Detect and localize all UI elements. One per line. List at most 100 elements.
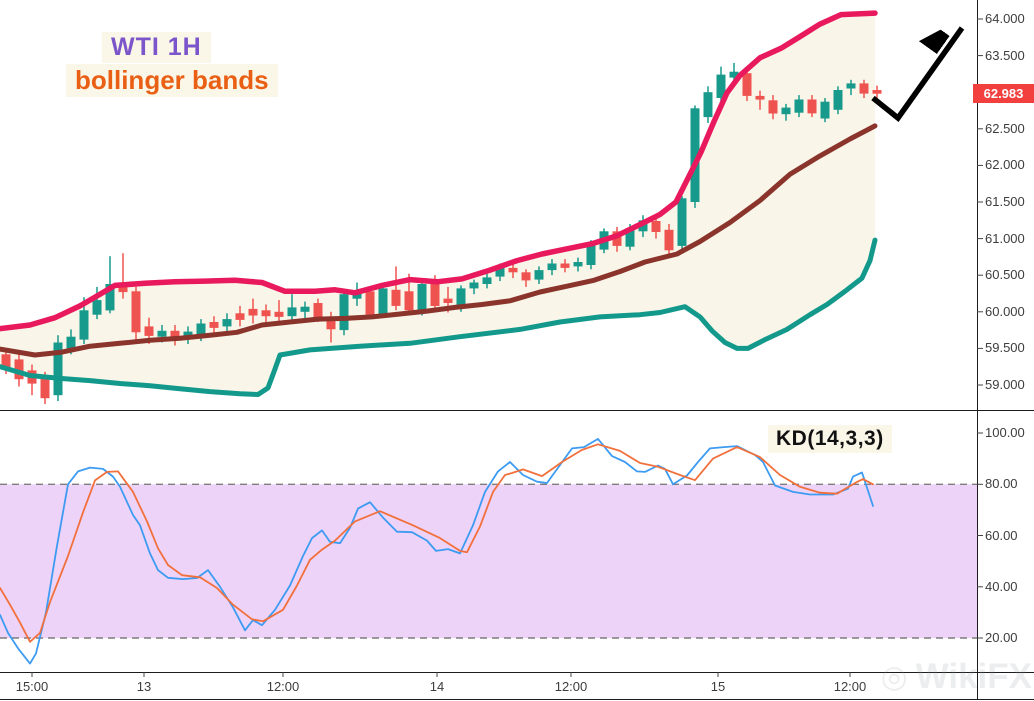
candle-body [755,95,765,100]
candle-body [391,289,401,306]
candle-body [703,92,713,118]
candle-body [781,107,791,115]
time-axis-label: 12:00 [554,679,588,694]
candle-body [742,73,752,96]
candle-body [417,284,427,312]
candle-body [66,336,76,349]
candle-body [222,319,232,327]
candle-body [625,228,635,247]
price-axis-label: 61.500 [985,194,1025,209]
time-axis-label: 12:00 [266,679,300,694]
candle-body [612,231,622,246]
kd-axis-label: 20.00 [985,630,1018,645]
kd-axis-label: 40.00 [985,578,1018,594]
time-axis-label: 12:00 [833,679,867,694]
candle-body [14,359,24,380]
candle-body [521,272,531,281]
watermark: ◎ WikiFX [881,657,1032,697]
candle-body [456,288,466,308]
candle-body [352,292,362,299]
candle-body [560,263,570,268]
candle-body [157,330,167,337]
candle-body [274,311,284,317]
kd-zone [0,484,977,639]
price-axis-label: 63.500 [985,47,1025,63]
candle-body [339,294,349,331]
candle-body [807,99,817,114]
price-axis-label: 62.500 [985,120,1025,136]
time-axis-label: 13 [136,679,152,694]
candle-body [144,326,154,336]
chart-subtitle: bollinger bands [66,64,278,97]
candle-body [859,83,869,94]
candle-body [443,298,453,303]
watermark-text: WikiFX [915,657,1032,696]
bollinger-lower-band [0,237,878,397]
candle-body [534,270,544,280]
candle-body [482,277,492,284]
candle-body [79,310,89,340]
price-axis-label: 64.000 [985,11,1025,26]
candlestick-series [1,62,882,404]
candle-body [833,90,843,110]
price-axis-label: 59.000 [985,377,1025,392]
current-price-value: 62.983 [983,85,1024,101]
candle-body [820,101,830,119]
candle-body [326,316,336,330]
candle-body [261,310,271,317]
candle-body [729,71,739,78]
candle-body [365,291,375,315]
candle-body [209,322,219,328]
candle-body [105,284,115,311]
candle-body [118,284,128,293]
wikifx-logo-icon: ◎ [880,659,908,694]
bollinger-fill [0,13,875,395]
candle-body [846,83,856,89]
candle-body [508,267,518,273]
candle-body [40,376,50,399]
candle-body [495,266,505,277]
candle-body [573,262,583,267]
bollinger-middle-band [0,123,878,358]
current-price-badge: 62.983 [973,83,1034,103]
kd-axis-label: 100.00 [985,425,1025,440]
candle-body [170,330,180,340]
candle-body [92,300,102,315]
bollinger-upper-band [0,10,878,332]
price-axis-label: 60.000 [985,303,1025,319]
candle-body [469,282,479,289]
candle-body [196,323,206,336]
candle-body [794,99,804,113]
price-axis-label: 62.000 [985,157,1025,173]
price-axis-label: 61.000 [985,230,1025,246]
candle-body [313,303,323,319]
kd-axis-label: 80.00 [985,476,1018,492]
kd-k-line [0,437,874,665]
candle-body [547,263,557,271]
candle-body [287,307,297,317]
candle-body [53,342,63,396]
kd-d-line [0,443,874,643]
candle-body [664,229,674,251]
kd-axis-label: 60.00 [985,527,1018,543]
kd-indicator-label: KD(14,3,3) [768,425,892,453]
candle-body [404,291,414,311]
time-axis-label: 14 [429,679,445,694]
candle-body [430,279,440,306]
time-axis-label: 15 [710,679,726,694]
candle-body [768,100,778,114]
candle-body [872,90,882,94]
chart-title: WTI 1H [102,32,211,63]
candle-body [1,354,11,369]
candle-body [677,198,687,246]
candle-body [716,74,726,98]
candle-body [378,288,388,314]
time-axis-label: 15:00 [15,679,49,694]
candle-body [235,313,245,320]
candle-body [248,308,258,316]
candle-body [586,243,596,265]
price-axis-label: 59.500 [985,340,1025,356]
candle-body [300,306,310,312]
